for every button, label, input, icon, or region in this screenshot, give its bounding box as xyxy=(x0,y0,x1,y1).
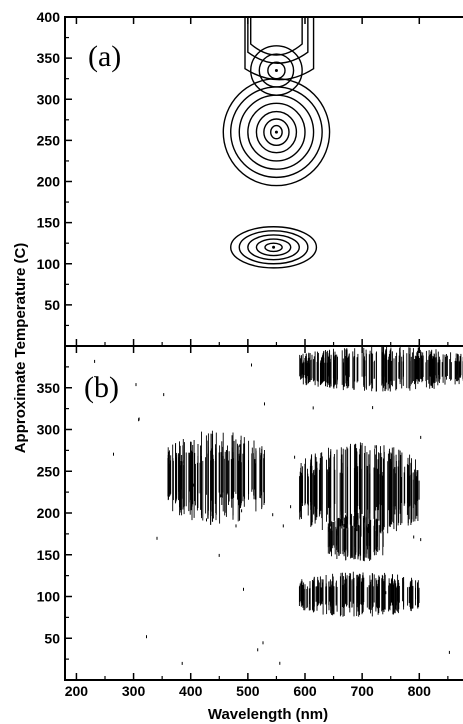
x-tick-label: 600 xyxy=(293,683,317,699)
contour-line xyxy=(255,238,292,257)
contour-plot xyxy=(222,17,331,269)
heatmap-speck xyxy=(413,535,415,539)
heatmap-speck xyxy=(331,597,333,601)
contour-line xyxy=(270,124,283,140)
panel-a: (a) 50 100 150 200 250 300 350 400 xyxy=(37,9,463,347)
x-tick-label: 300 xyxy=(122,683,146,699)
contour-line xyxy=(247,234,300,261)
contour-line xyxy=(230,86,323,179)
x-axis-title: Wavelength (nm) xyxy=(208,706,328,723)
heatmap-speck xyxy=(262,641,264,645)
y-tick-labels-a: 50 100 150 200 250 300 350 400 xyxy=(37,9,61,313)
contour-line xyxy=(244,17,315,81)
heatmap-speck xyxy=(241,509,243,513)
y-tick-label: 250 xyxy=(37,463,61,479)
heatmap-speck xyxy=(282,524,284,528)
panel-label-a: (a) xyxy=(88,40,121,73)
heatmap-speck xyxy=(163,393,165,397)
tick-marks-a xyxy=(65,16,449,346)
y-tick-label: 350 xyxy=(37,380,61,396)
contour-line xyxy=(238,230,309,265)
heatmap-speck xyxy=(146,635,147,639)
y-tick-label: 300 xyxy=(37,422,61,438)
plot-frame-b xyxy=(64,345,463,681)
heatmap-speck xyxy=(290,505,292,509)
heatmap-speck xyxy=(138,418,140,422)
heatmap-speck xyxy=(312,406,314,410)
y-tick-label: 200 xyxy=(37,174,61,190)
y-tick-label: 150 xyxy=(37,215,61,231)
heatmap-speck xyxy=(135,383,137,387)
heatmap-speck xyxy=(358,576,360,580)
y-tick-label: 100 xyxy=(37,589,61,605)
plot-frame-a xyxy=(64,16,463,347)
heatmap-speck xyxy=(331,605,333,609)
contour-peak xyxy=(274,130,278,134)
panel-b: (b) 50 100 150 200 250 300 350 xyxy=(37,345,463,681)
x-tick-label: 700 xyxy=(350,683,374,699)
heatmap-speck xyxy=(385,591,387,595)
heatmap-speck xyxy=(374,445,376,449)
heatmap-speck xyxy=(354,523,356,527)
y-tick-labels-b: 50 100 150 200 250 300 350 xyxy=(37,380,61,647)
x-tick-labels: 200 300 400 500 600 700 800 xyxy=(65,683,431,699)
y-axis-title: Approximate Temperature (C) xyxy=(12,243,29,454)
heatmap-speck xyxy=(192,483,194,487)
heatmap-speck xyxy=(206,518,207,522)
x-tick-label: 400 xyxy=(179,683,203,699)
heatmap-speck xyxy=(372,406,374,410)
heatmap-speck xyxy=(343,524,345,527)
contour-line xyxy=(247,17,309,64)
heatmap-speck xyxy=(218,553,220,557)
y-tick-label: 200 xyxy=(37,505,61,521)
y-tick-label: 400 xyxy=(37,9,61,25)
y-tick-label: 250 xyxy=(37,132,61,148)
heatmap-speck xyxy=(156,536,158,540)
y-tick-label: 300 xyxy=(37,91,61,107)
heatmap-speck xyxy=(182,460,184,464)
contour-line xyxy=(222,77,331,187)
heatmap-speck xyxy=(235,524,237,528)
heatmap-speck xyxy=(113,452,114,456)
x-tick-label: 800 xyxy=(408,683,432,699)
contour-line xyxy=(238,94,315,170)
contour-line xyxy=(247,102,306,162)
heatmap-speck xyxy=(94,359,96,363)
heatmap-speck xyxy=(294,455,296,459)
y-tick-label: 350 xyxy=(37,50,61,66)
y-tick-label: 100 xyxy=(37,256,61,272)
x-tick-label: 200 xyxy=(65,683,89,699)
heatmap-speck xyxy=(279,661,281,665)
heatmap-plot xyxy=(94,346,463,665)
contour-line xyxy=(263,118,290,147)
heatmap-speck xyxy=(264,402,265,406)
contour-peak xyxy=(274,68,278,72)
contour-line xyxy=(264,242,283,253)
heatmap-speck xyxy=(272,513,274,517)
heatmap-speck xyxy=(181,661,183,665)
heatmap-speck xyxy=(220,494,222,498)
heatmap-speck xyxy=(251,363,252,367)
contour-line xyxy=(255,110,298,154)
heatmap-speck xyxy=(257,648,259,652)
heatmap-speck xyxy=(243,587,244,591)
heatmap-speck xyxy=(420,538,422,542)
x-tick-label: 500 xyxy=(236,683,260,699)
heatmap-speck xyxy=(420,435,422,439)
contour-line xyxy=(230,226,318,269)
heatmap-speck xyxy=(448,650,450,654)
contour-peak xyxy=(272,245,276,249)
panel-label-b: (b) xyxy=(84,371,119,404)
y-tick-label: 150 xyxy=(37,547,61,563)
contour-line xyxy=(250,17,303,56)
y-tick-label: 50 xyxy=(44,297,60,313)
heatmap-speck xyxy=(239,444,241,448)
y-tick-label: 50 xyxy=(44,630,60,646)
